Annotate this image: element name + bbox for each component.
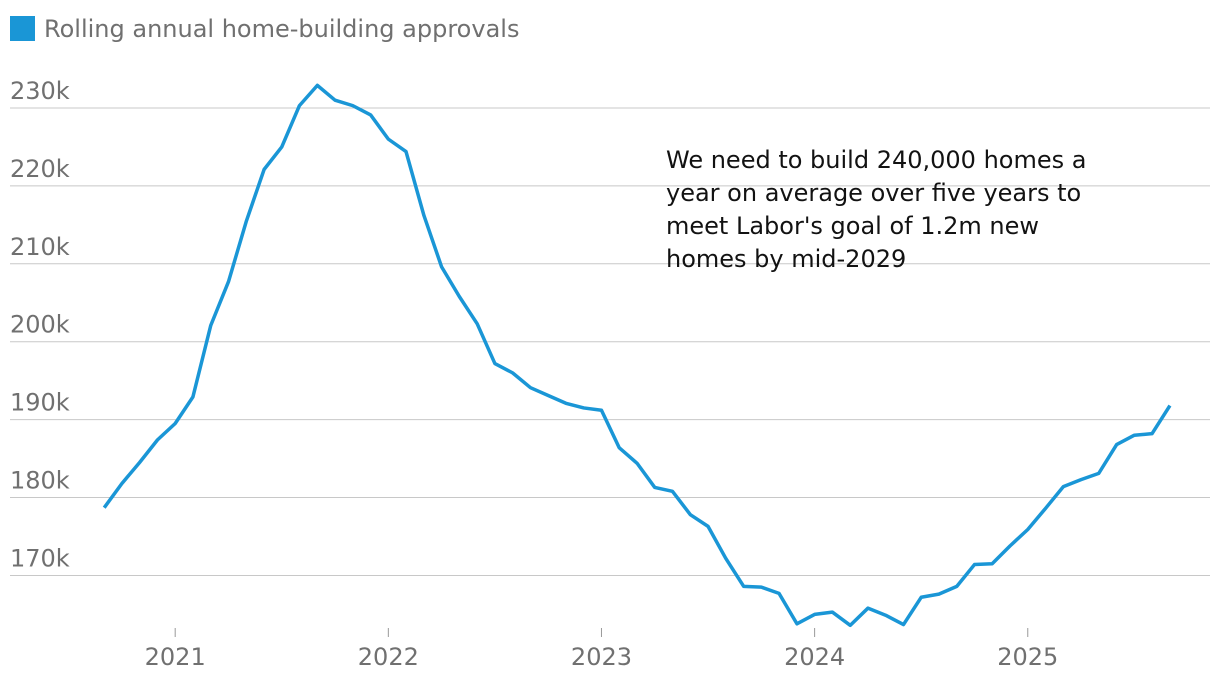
- annotation: homes by mid-2029: [666, 245, 906, 273]
- x-tick-label: 2023: [571, 643, 632, 671]
- annotation: meet Labor's goal of 1.2m new: [666, 212, 1039, 240]
- y-tick-label: 180k: [10, 467, 70, 495]
- y-tick-label: 230k: [10, 77, 70, 105]
- y-tick-label: 200k: [10, 311, 70, 339]
- legend-label: Rolling annual home-building approvals: [44, 15, 519, 43]
- x-tick-label: 2022: [358, 643, 419, 671]
- y-tick-label: 210k: [10, 233, 70, 261]
- y-tick-label: 170k: [10, 544, 70, 572]
- series-line: [102, 83, 1172, 628]
- x-tick-label: 2021: [145, 643, 206, 671]
- y-tick-label: 190k: [10, 389, 70, 417]
- legend-swatch: [10, 16, 35, 41]
- x-tick-label: 2024: [784, 643, 845, 671]
- annotation: year on average over five years to: [666, 179, 1081, 207]
- y-tick-label: 220k: [10, 155, 70, 183]
- annotation: We need to build 240,000 homes a: [666, 146, 1086, 174]
- x-tick-label: 2025: [997, 643, 1058, 671]
